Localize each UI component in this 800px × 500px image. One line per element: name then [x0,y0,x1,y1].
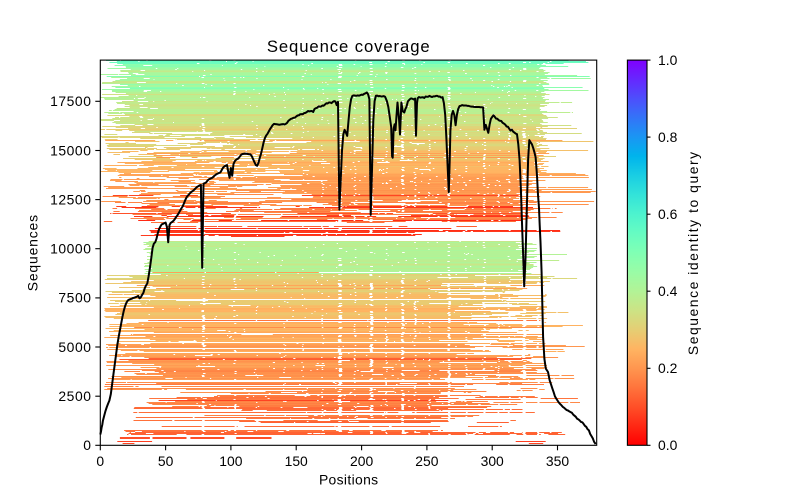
svg-text:200: 200 [350,453,373,469]
svg-text:10000: 10000 [50,241,91,257]
svg-text:7500: 7500 [58,290,91,306]
svg-text:17500: 17500 [50,93,91,109]
svg-text:2500: 2500 [58,388,91,404]
svg-text:350: 350 [546,453,569,469]
svg-text:300: 300 [481,453,504,469]
svg-text:12500: 12500 [50,191,91,207]
svg-text:100: 100 [219,453,242,469]
svg-text:0: 0 [96,453,104,469]
svg-text:5000: 5000 [58,339,91,355]
svg-text:250: 250 [415,453,438,469]
svg-text:0.0: 0.0 [658,437,678,453]
svg-text:0.2: 0.2 [658,360,678,376]
svg-text:Sequence coverage: Sequence coverage [267,37,431,56]
svg-text:Sequences: Sequences [25,214,41,291]
svg-text:15000: 15000 [50,142,91,158]
svg-text:0.8: 0.8 [658,129,678,145]
svg-text:Sequence identity to query: Sequence identity to query [685,150,701,355]
svg-text:150: 150 [285,453,308,469]
svg-text:1.0: 1.0 [658,52,678,68]
svg-text:50: 50 [158,453,174,469]
svg-text:0: 0 [83,437,91,453]
svg-text:Positions: Positions [319,472,379,488]
svg-text:0.6: 0.6 [658,206,678,222]
svg-text:0.4: 0.4 [658,283,678,299]
